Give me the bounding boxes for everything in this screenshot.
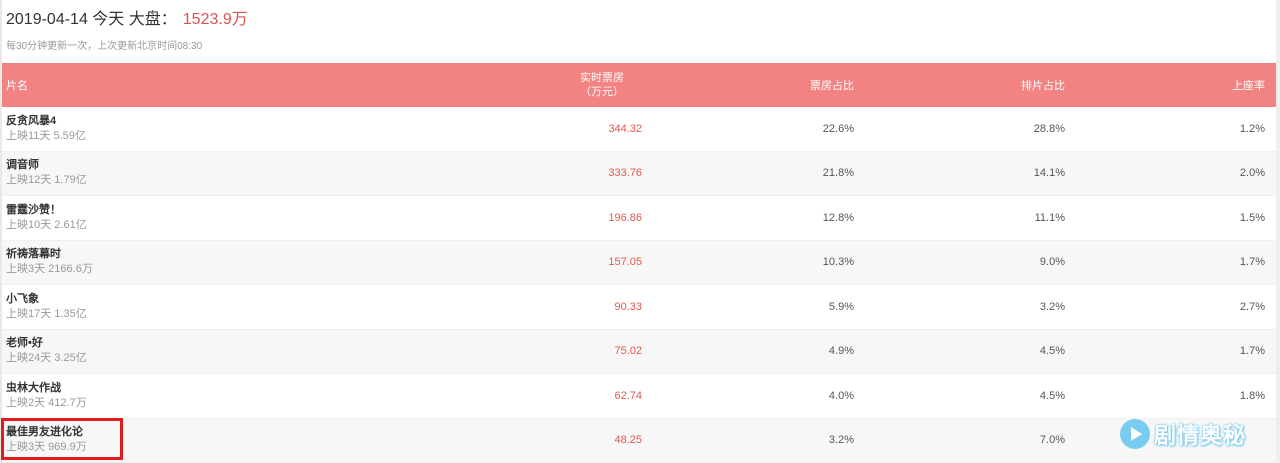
realtime-box-office: 90.33 <box>614 300 642 313</box>
movie-release-info: 上映17天 1.35亿 <box>6 307 87 320</box>
column-header-box-ratio[interactable]: 票房占比 <box>810 80 854 92</box>
movie-release-info: 上映11天 5.59亿 <box>6 129 86 142</box>
movie-title[interactable]: 老师•好 <box>6 337 43 350</box>
column-header-box-office[interactable]: 实时票房 （万元） <box>562 63 642 107</box>
movie-title[interactable]: 祈祷落幕时 <box>6 248 61 261</box>
movie-cell: 反贪风暴4 上映11天 5.59亿 <box>6 107 86 151</box>
watermark-text: 剧情奥秘 <box>1154 423 1247 448</box>
seat-rate: 1.2% <box>1239 122 1265 135</box>
movie-title[interactable]: 雷霆沙赞！ <box>6 203 61 216</box>
box-office-ratio: 10.3% <box>822 256 854 269</box>
realtime-box-office: 196.86 <box>608 211 642 224</box>
movie-title[interactable]: 调音师 <box>6 159 39 172</box>
seat-rate: 1.8% <box>1239 389 1265 402</box>
box-office-ratio: 4.0% <box>828 389 854 402</box>
play-circle-icon <box>1120 419 1150 449</box>
update-note: 每30分钟更新一次，上次更新北京时间08:30 <box>6 41 203 52</box>
movie-release-info: 上映10天 2.61亿 <box>6 218 87 231</box>
movie-release-info: 上映3天 2166.6万 <box>6 263 93 276</box>
movie-cell: 虫林大作战 上映2天 412.7万 <box>6 374 87 418</box>
seat-rate: 1.7% <box>1239 345 1265 358</box>
header-title: 2019-04-14 今天 大盘： 1523.9万 <box>6 8 248 32</box>
realtime-box-office: 157.05 <box>608 256 642 269</box>
movie-cell: 祈祷落幕时 上映3天 2166.6万 <box>6 241 93 285</box>
seat-rate: 2.7% <box>1239 300 1265 313</box>
movie-title[interactable]: 小飞象 <box>6 292 39 305</box>
header-date: 2019-04-14 <box>6 11 88 28</box>
table-row[interactable]: 祈祷落幕时 上映3天 2166.6万 157.05 10.3% 9.0% 1.7… <box>2 240 1276 285</box>
header-today: 今天 <box>92 11 125 28</box>
table-header: 片名 实时票房 （万元） 票房占比 排片占比 上座率 <box>2 63 1276 107</box>
page-scrollbar-track[interactable] <box>1276 0 1280 463</box>
market-total: 1523.9万 <box>182 11 248 28</box>
table-row[interactable]: 小飞象 上映17天 1.35亿 90.33 5.9% 3.2% 2.7% <box>2 285 1276 330</box>
page-left-border <box>0 0 2 463</box>
watermark: 剧情奥秘 <box>1120 416 1246 452</box>
movie-release-info: 上映2天 412.7万 <box>6 396 87 409</box>
movie-release-info: 上映12天 1.79亿 <box>6 174 87 187</box>
schedule-ratio: 14.1% <box>1033 167 1065 180</box>
column-header-schedule-ratio[interactable]: 排片占比 <box>1021 80 1065 92</box>
schedule-ratio: 4.5% <box>1039 345 1065 358</box>
box-office-ratio: 5.9% <box>828 300 854 313</box>
table-row[interactable]: 老师•好 上映24天 3.25亿 75.02 4.9% 4.5% 1.7% <box>2 329 1276 374</box>
box-office-ratio: 4.9% <box>828 345 854 358</box>
table-row[interactable]: 雷霆沙赞！ 上映10天 2.61亿 196.86 12.8% 11.1% 1.5… <box>2 196 1276 241</box>
box-office-ratio: 12.8% <box>822 211 854 224</box>
movie-title[interactable]: 虫林大作战 <box>6 381 61 394</box>
movie-title[interactable]: 反贪风暴4 <box>6 114 57 127</box>
table-row[interactable]: 虫林大作战 上映2天 412.7万 62.74 4.0% 4.5% 1.8% <box>2 374 1276 419</box>
table-row[interactable]: 反贪风暴4 上映11天 5.59亿 344.32 22.6% 28.8% 1.2… <box>2 107 1276 152</box>
schedule-ratio: 7.0% <box>1039 434 1065 447</box>
movie-cell: 老师•好 上映24天 3.25亿 <box>6 330 87 374</box>
movie-cell: 调音师 上映12天 1.79亿 <box>6 152 87 196</box>
box-office-ratio: 21.8% <box>822 167 854 180</box>
box-office-header: 2019-04-14 今天 大盘： 1523.9万 每30分钟更新一次，上次更新北… <box>6 8 248 52</box>
table-row[interactable]: 最佳男友进化论 上映3天 969.9万 48.25 3.2% 7.0% <box>2 418 1276 463</box>
movie-cell: 小飞象 上映17天 1.35亿 <box>6 285 87 329</box>
box-office-table: 片名 实时票房 （万元） 票房占比 排片占比 上座率 反贪风暴4 上映11天 5… <box>2 63 1276 463</box>
table-row[interactable]: 调音师 上映12天 1.79亿 333.76 21.8% 14.1% 2.0% <box>2 151 1276 196</box>
realtime-box-office: 344.32 <box>608 122 642 135</box>
movie-release-info: 上映3天 969.9万 <box>6 441 87 454</box>
seat-rate: 1.5% <box>1239 211 1265 224</box>
column-header-box-office-line1: 实时票房 <box>580 72 624 84</box>
schedule-ratio: 9.0% <box>1039 256 1065 269</box>
movie-cell: 最佳男友进化论 上映3天 969.9万 <box>6 419 87 463</box>
seat-rate: 1.7% <box>1239 256 1265 269</box>
column-header-box-office-line2: （万元） <box>580 86 624 98</box>
movie-release-info: 上映24天 3.25亿 <box>6 352 87 365</box>
movie-title[interactable]: 最佳男友进化论 <box>6 426 83 439</box>
schedule-ratio: 4.5% <box>1039 389 1065 402</box>
realtime-box-office: 62.74 <box>614 389 642 402</box>
column-header-name[interactable]: 片名 <box>6 80 28 92</box>
schedule-ratio: 11.1% <box>1034 211 1065 224</box>
column-header-seat-rate[interactable]: 上座率 <box>1232 80 1265 92</box>
box-office-ratio: 22.6% <box>822 122 854 135</box>
highlight-annotation-box <box>1 418 123 460</box>
movie-cell: 雷霆沙赞！ 上映10天 2.61亿 <box>6 196 87 240</box>
schedule-ratio: 3.2% <box>1039 300 1065 313</box>
realtime-box-office: 333.76 <box>608 167 642 180</box>
realtime-box-office: 48.25 <box>614 434 642 447</box>
box-office-ratio: 3.2% <box>828 434 854 447</box>
realtime-box-office: 75.02 <box>614 345 642 358</box>
header-market-label: 大盘： <box>128 11 177 28</box>
schedule-ratio: 28.8% <box>1033 122 1065 135</box>
seat-rate: 2.0% <box>1239 167 1265 180</box>
